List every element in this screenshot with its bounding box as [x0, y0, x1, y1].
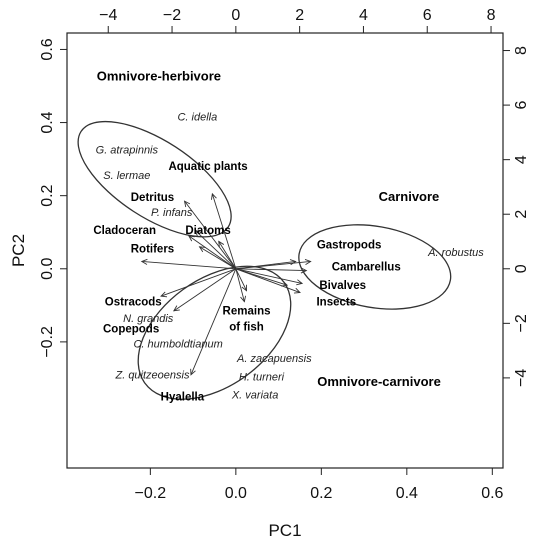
food-label: Aquatic plants: [168, 161, 247, 173]
x-tick-label: 0.6: [481, 485, 503, 502]
food-vector-arrow: [194, 230, 237, 270]
food-vector-arrow: [190, 268, 237, 375]
species-label: P. infans: [151, 207, 193, 219]
species-label: S. lermae: [103, 170, 150, 182]
group-label: Omnivore-carnivore: [317, 374, 441, 389]
food-vector-arrow: [188, 235, 237, 270]
species-label: N. grandis: [123, 313, 174, 325]
group-label: Omnivore-herbivore: [97, 69, 221, 84]
food-label: Copepods: [103, 324, 159, 336]
food-label: Cambarellus: [332, 262, 401, 274]
y-tick-label: −0.2: [39, 326, 56, 358]
food-vector-arrow: [235, 268, 245, 302]
right-axis-tick-label: 0: [513, 264, 530, 273]
food-vector-arrow-head: [183, 200, 191, 208]
vector-arrow: [141, 261, 236, 270]
species-label: H. turneri: [239, 371, 285, 383]
food-label: Detritus: [131, 192, 174, 204]
vector-arrow-head: [218, 240, 225, 248]
vector-arrow: [218, 241, 237, 270]
x-tick-label: 0.0: [225, 485, 247, 502]
species-label: A. zacapuensis: [236, 353, 312, 365]
food-vector-arrow-head: [190, 368, 196, 376]
vector-arrow-head: [293, 287, 301, 294]
plot-frame: [66, 32, 504, 469]
food-vector-arrow: [235, 268, 307, 272]
top-axis-tick-label: 2: [295, 7, 304, 24]
food-vector-arrow: [235, 268, 303, 284]
species-label: X. variata: [231, 390, 278, 402]
right-axis-tick-label: 4: [513, 155, 530, 164]
top-axis-tick-label: 6: [423, 7, 432, 24]
vector-arrow-head: [241, 284, 247, 292]
food-vector-arrow-head: [211, 192, 217, 200]
right-axis-tick-label: 2: [513, 210, 530, 219]
y-tick-label: 0.6: [39, 38, 56, 60]
food-vector-arrow: [173, 268, 237, 312]
food-vector-arrow-head: [187, 235, 195, 242]
x-axis-label: PC1: [268, 521, 301, 540]
right-axis-tick-label: 6: [513, 101, 530, 110]
food-label: Rotifers: [131, 243, 174, 255]
x-tick-label: 0.2: [310, 485, 332, 502]
food-vector-arrow-head: [160, 291, 168, 298]
food-label: Bivalves: [319, 280, 366, 292]
food-label: Gastropods: [317, 240, 382, 252]
vector-arrow: [235, 268, 301, 293]
right-axis-tick-label: 8: [513, 46, 530, 55]
vector-arrow: [235, 261, 296, 270]
species-label: C. humboldtianum: [133, 338, 222, 350]
y-tick-label: 0.4: [39, 111, 56, 133]
species-label: Z. quitzeoensis: [114, 369, 189, 381]
top-axis-tick-label: 4: [359, 7, 368, 24]
food-vector-arrow-head: [194, 229, 202, 237]
group-ellipse: [77, 120, 232, 238]
top-axis-tick-label: 8: [487, 7, 496, 24]
food-label: Remains of fish: [223, 305, 271, 333]
y-tick-label: 0.2: [39, 184, 56, 206]
vector-arrow: [235, 268, 247, 291]
vector-arrow-head: [289, 259, 297, 266]
group-label: Carnivore: [379, 189, 440, 204]
food-vector-arrow-head: [173, 305, 180, 312]
right-axis-tick-label: −4: [513, 369, 530, 387]
vector-arrow-head: [140, 258, 148, 265]
food-label: Insects: [316, 296, 356, 308]
food-label: Cladoceran: [93, 225, 156, 237]
food-vector-arrow: [184, 200, 237, 270]
species-label: C. idella: [177, 112, 217, 124]
right-axis-tick-label: −2: [513, 314, 530, 332]
food-vector-arrow-head: [304, 258, 312, 265]
food-label: Hyalella: [161, 391, 205, 403]
x-tick-label: −0.2: [135, 485, 167, 502]
species-label: A. robustus: [427, 247, 484, 259]
top-axis-tick-label: 0: [231, 7, 240, 24]
food-vector-arrow-head: [296, 279, 304, 286]
food-label: Ostracods: [105, 296, 162, 308]
y-axis-label: PC2: [9, 234, 28, 267]
y-tick-label: 0.0: [39, 258, 56, 280]
food-vector-arrow: [160, 268, 236, 297]
food-vector-arrow-head: [240, 295, 247, 303]
top-axis-tick-label: −2: [163, 7, 181, 24]
group-ellipse: [298, 224, 452, 310]
top-axis-tick-label: −4: [99, 7, 117, 24]
food-vector-arrow-head: [300, 267, 308, 274]
food-label: Diatoms: [185, 225, 230, 237]
x-tick-label: 0.4: [396, 485, 418, 502]
food-vector-arrow-head: [281, 280, 289, 287]
food-vector-arrow: [211, 193, 237, 269]
food-vector-arrow-head: [198, 246, 206, 253]
food-vector-arrow: [199, 246, 237, 270]
species-label: G. atrapinnis: [96, 145, 159, 157]
